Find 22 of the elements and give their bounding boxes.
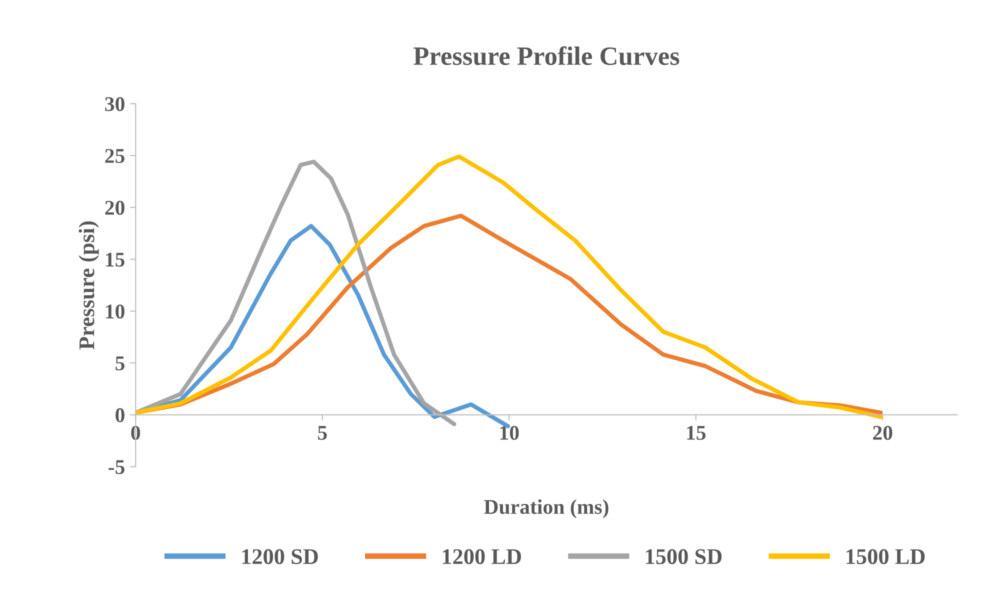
legend-label: 1500 SD [646,549,722,564]
legend-label: 1500 LD [846,549,925,564]
x-tick-label: 10 [500,426,519,440]
y-tick-label: 15 [106,252,124,267]
x-tick-label: 20 [873,426,892,440]
x-tick-label: 15 [687,426,706,440]
x-tick-label: 0 [131,426,140,440]
y-tick-label: 0 [116,408,124,422]
legend-label: 1200 SD [242,549,318,564]
y-tick-label: 20 [105,200,124,215]
x-tick-label: 5 [318,426,327,440]
y-tick-label: 5 [116,356,124,370]
y-tick-label: -5 [108,460,124,474]
legend-label: 1200 LD [442,549,521,564]
chart-title: Pressure Profile Curves [414,46,680,66]
y-tick-label: 25 [105,148,124,163]
y-tick-label: 30 [105,97,124,112]
y-tick-label: 10 [106,304,124,319]
line-series [136,160,456,426]
x-axis-title: Duration (ms) [484,499,608,518]
y-axis-title: Pressure (psi) [78,221,99,350]
line-series [136,154,883,419]
